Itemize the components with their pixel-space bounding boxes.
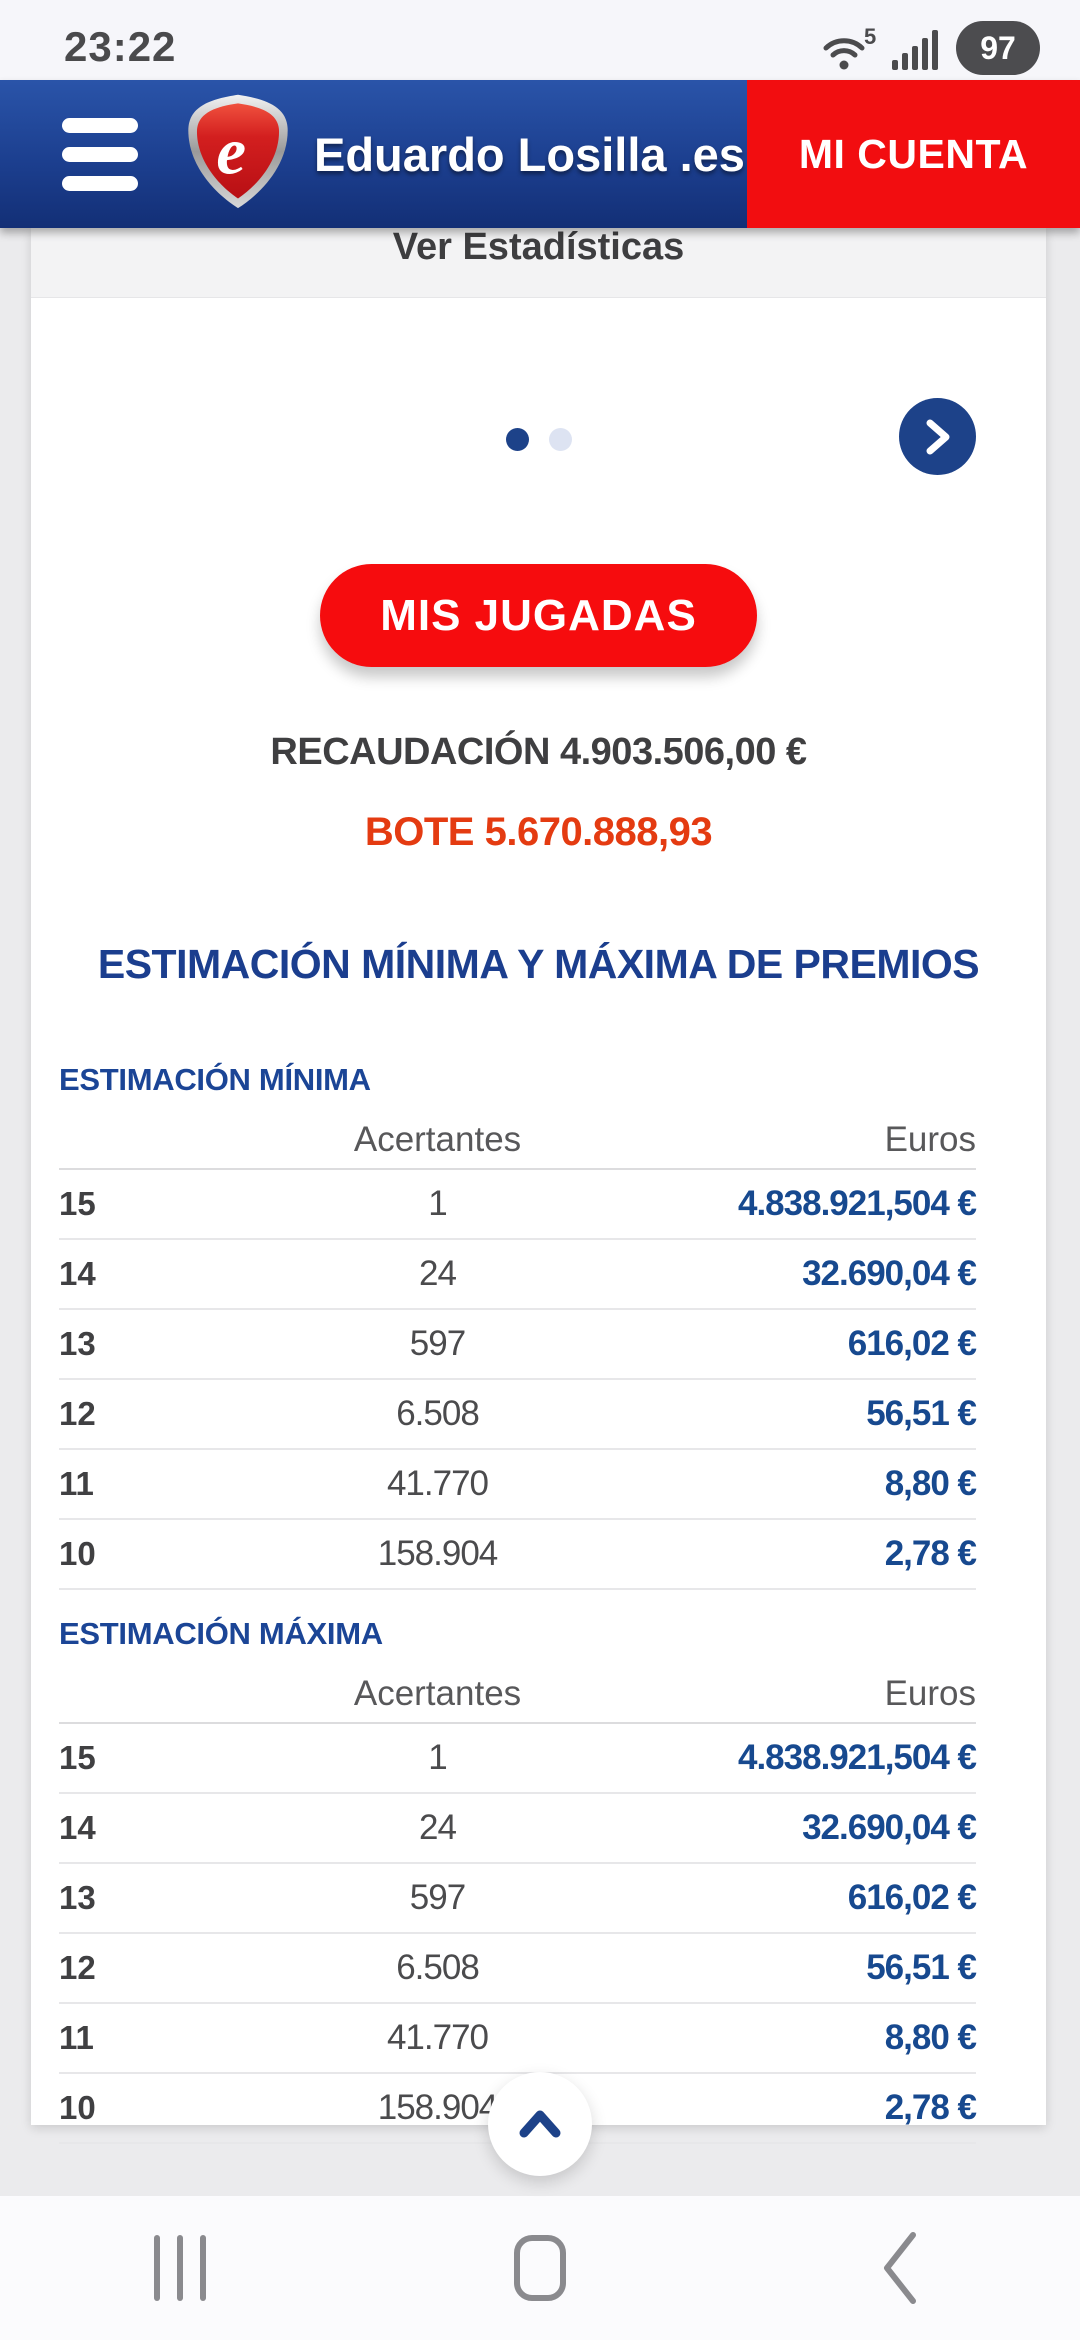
stats-strip: Ver Estadísticas xyxy=(31,228,1046,298)
back-button[interactable] xyxy=(720,2229,1080,2307)
table-row: 15 1 4.838.921,504 € xyxy=(59,1724,977,1792)
acertantes-value: 597 xyxy=(409,1324,466,1363)
table-row: 10 158.904 2,78 € xyxy=(59,1518,977,1590)
table-row: 13 597 616,02 € xyxy=(59,1308,977,1378)
table-row: 12 6.508 56,51 € xyxy=(59,1932,977,2002)
acertantes-value: 1 xyxy=(428,1184,447,1223)
acertantes-value: 24 xyxy=(419,1808,457,1847)
table-row: 13 597 616,02 € xyxy=(59,1862,977,1932)
tier-value: 10 xyxy=(59,1535,96,1572)
brand-logo-icon[interactable]: e xyxy=(184,91,292,218)
menu-icon[interactable] xyxy=(62,117,138,191)
table-row: 14 24 32.690,04 € xyxy=(59,1238,977,1308)
carousel-controls xyxy=(31,298,1046,475)
tier-value: 15 xyxy=(59,1185,96,1222)
bote-text: BOTE 5.670.888,93 xyxy=(364,810,713,854)
table-row: 11 41.770 8,80 € xyxy=(59,1448,977,1518)
euros-value: 4.838.921,504 € xyxy=(737,1738,977,1777)
clock: 23:22 xyxy=(64,23,177,70)
carousel-dot-inactive[interactable] xyxy=(548,428,572,451)
battery-percent: 97 xyxy=(980,29,1016,66)
acertantes-value: 6.508 xyxy=(396,1394,480,1433)
euros-value: 4.838.921,504 € xyxy=(737,1184,977,1223)
recaudacion-text: RECAUDACIÓN 4.903.506,00 € xyxy=(270,731,807,773)
tier-value: 12 xyxy=(59,1395,96,1432)
euros-value: 56,51 € xyxy=(866,1394,977,1433)
euros-value: 616,02 € xyxy=(847,1878,977,1917)
wifi-5g-badge: 5 xyxy=(864,24,876,49)
euros-header: Euros xyxy=(884,1120,976,1159)
euros-header: Euros xyxy=(884,1674,976,1713)
recents-button[interactable] xyxy=(0,2235,360,2301)
table-row: 14 24 32.690,04 € xyxy=(59,1792,977,1862)
table-row: 15 1 4.838.921,504 € xyxy=(59,1170,977,1238)
tier-value: 14 xyxy=(59,1255,96,1292)
tier-value: 12 xyxy=(59,1949,96,1986)
mis-jugadas-button[interactable]: MIS JUGADAS xyxy=(320,564,757,667)
my-account-button[interactable]: MI CUENTA xyxy=(747,80,1080,228)
home-button[interactable] xyxy=(360,2235,720,2301)
euros-value: 56,51 € xyxy=(866,1948,977,1987)
acertantes-value: 41.770 xyxy=(386,2018,489,2057)
tier-value: 13 xyxy=(59,1325,96,1362)
table-row: 12 6.508 56,51 € xyxy=(59,1378,977,1448)
acertantes-value: 6.508 xyxy=(396,1948,480,1987)
prize-table-label: ESTIMACIÓN MÍNIMA xyxy=(59,1062,371,1097)
scroll-to-top-button[interactable] xyxy=(488,2072,592,2176)
acertantes-header: Acertantes xyxy=(353,1120,522,1159)
carousel-dots xyxy=(505,428,572,451)
prize-table-section: ESTIMACIÓN MÍNIMA Acertantes Euros 15 1 4.838… xyxy=(59,1062,977,1590)
chevron-up-icon xyxy=(519,2110,561,2138)
brand-title[interactable]: Eduardo Losilla .es xyxy=(314,127,745,181)
euros-value: 8,80 € xyxy=(884,1464,977,1503)
table-header-row: Acertantes Euros xyxy=(59,1666,976,1724)
signal-icon xyxy=(892,30,938,70)
tier-value: 10 xyxy=(59,2089,96,2126)
table-row: 11 41.770 8,80 € xyxy=(59,2002,977,2072)
chevron-right-icon xyxy=(926,419,949,454)
acertantes-value: 41.770 xyxy=(386,1464,489,1503)
prize-table-label: ESTIMACIÓN MÁXIMA xyxy=(59,1616,383,1651)
acertantes-value: 24 xyxy=(419,1254,457,1293)
carousel-next-button[interactable] xyxy=(899,398,976,475)
euros-value: 616,02 € xyxy=(847,1324,977,1363)
tier-value: 13 xyxy=(59,1879,96,1916)
content-card: Ver Estadísticas MIS JUGADAS RECAUDACIÓN… xyxy=(31,228,1046,2144)
prize-tables: ESTIMACIÓN MÍNIMA Acertantes Euros 15 1 4.838… xyxy=(31,1062,1046,2144)
battery-indicator: 97 xyxy=(956,21,1040,75)
app-header: e Eduardo Losilla .es MI CUENTA xyxy=(0,80,1080,228)
estimation-title: ESTIMACIÓN MÍNIMA Y MÁXIMA DE PREMIOS xyxy=(97,941,980,987)
tier-value: 14 xyxy=(59,1809,96,1846)
status-bar: 23:22 5 97 xyxy=(0,0,1080,80)
wifi-icon: 5 xyxy=(823,24,876,70)
recents-icon xyxy=(154,2235,206,2301)
acertantes-value: 597 xyxy=(409,1878,466,1917)
euros-value: 32.690,04 € xyxy=(802,1808,977,1847)
home-icon xyxy=(514,2235,566,2301)
acertantes-value: 158.904 xyxy=(377,1534,499,1573)
acertantes-header: Acertantes xyxy=(353,1674,522,1713)
tier-value: 15 xyxy=(59,1739,96,1776)
tier-value: 11 xyxy=(59,1465,94,1502)
euros-value: 2,78 € xyxy=(884,1534,977,1573)
acertantes-value: 158.904 xyxy=(377,2088,499,2127)
euros-value: 8,80 € xyxy=(884,2018,977,2057)
tier-value: 11 xyxy=(59,2019,94,2056)
acertantes-value: 1 xyxy=(428,1738,447,1777)
prize-table-section: ESTIMACIÓN MÁXIMA Acertantes Euros 15 1 4.838… xyxy=(59,1616,977,2144)
android-nav-bar xyxy=(0,2196,1080,2340)
euros-value: 2,78 € xyxy=(884,2088,977,2127)
ver-estadisticas-link[interactable]: Ver Estadísticas xyxy=(392,228,685,268)
carousel-dot-active[interactable] xyxy=(505,428,529,451)
table-header-row: Acertantes Euros xyxy=(59,1112,976,1170)
euros-value: 32.690,04 € xyxy=(802,1254,977,1293)
back-icon xyxy=(884,2232,916,2304)
svg-text:e: e xyxy=(216,114,246,188)
